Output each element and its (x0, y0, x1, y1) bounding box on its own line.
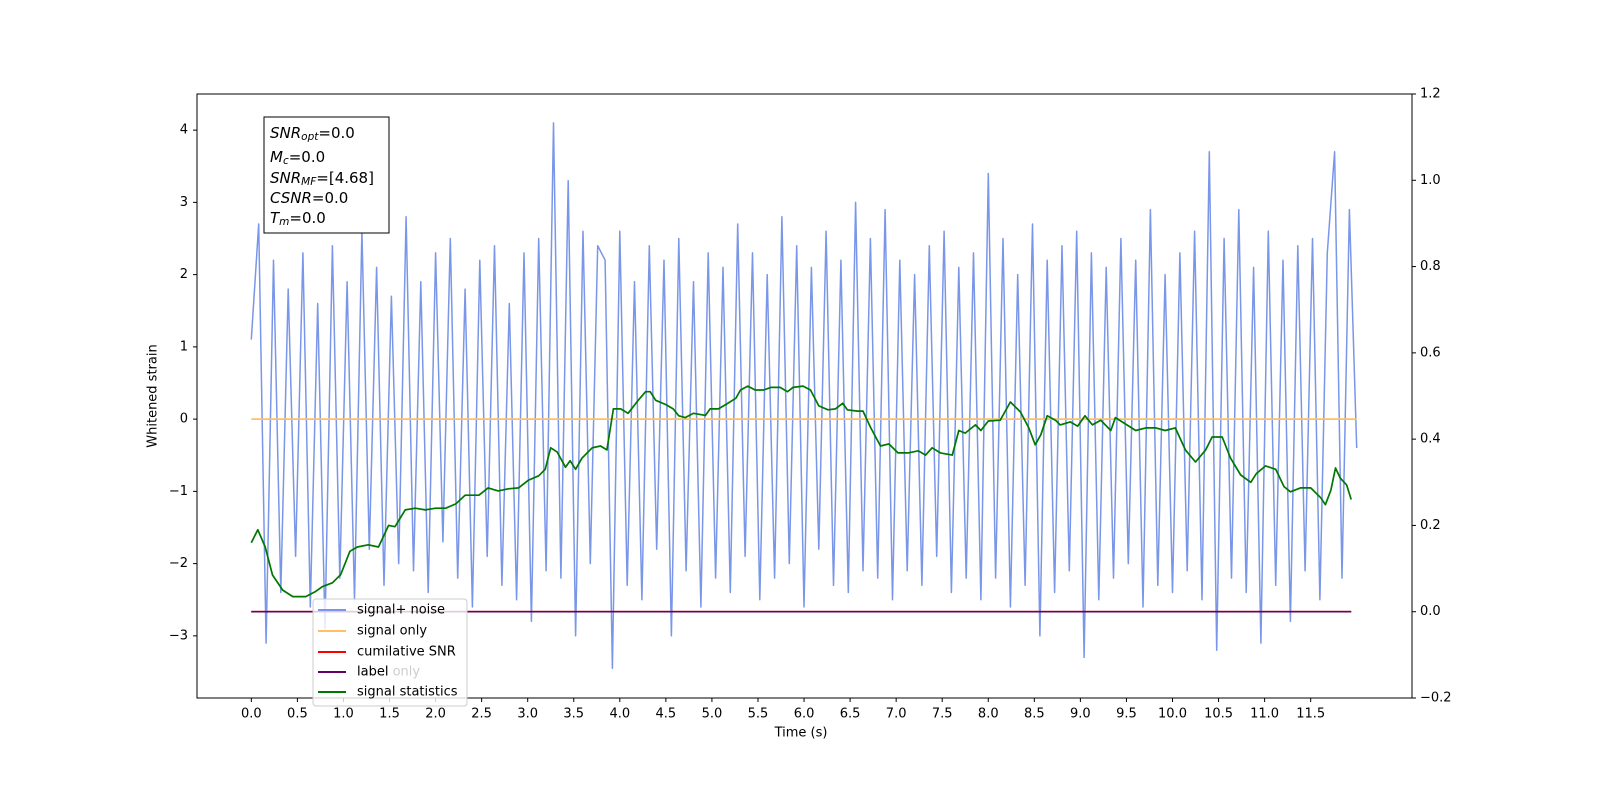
series-line (250, 122, 1358, 670)
x-tick-label: 5.0 (702, 707, 723, 722)
x-tick-label: 1.5 (379, 707, 400, 722)
x-tick-label: 2.0 (425, 707, 446, 722)
y2-tick-label: 0.6 (1420, 345, 1441, 360)
annotation-symbol: SNR (270, 124, 301, 142)
x-tick-label: 7.5 (932, 707, 953, 722)
annotation-value: =0.0 (312, 189, 348, 207)
legend-label: signal only (357, 624, 427, 639)
x-tick-label: 8.0 (978, 707, 999, 722)
legend-label: signal+ noise (357, 603, 445, 618)
x-tick-label: 5.5 (748, 707, 769, 722)
series-line (250, 385, 1353, 598)
y-axis-label: Whitened strain (146, 344, 161, 447)
y-tick-label: 3 (180, 195, 188, 210)
y-tick-label: −2 (169, 556, 188, 571)
legend-label: label (357, 665, 388, 680)
y2-tick-label: 1.2 (1420, 87, 1441, 102)
x-tick-label: 11.0 (1250, 707, 1279, 722)
y-tick-label: 0 (180, 412, 188, 427)
annotation-box (263, 116, 390, 234)
x-tick-label: 4.0 (609, 707, 630, 722)
y-tick-label: 1 (180, 339, 188, 354)
y-tick-label: −1 (169, 484, 188, 499)
x-tick-label: 3.5 (563, 707, 584, 722)
y2-tick-label: −0.2 (1420, 691, 1452, 706)
annotation-line: Mc=0.0 (270, 148, 325, 168)
legend-label: signal statistics (357, 685, 458, 700)
x-tick-label: 10.0 (1158, 707, 1187, 722)
annotation-symbol: SNR (270, 169, 301, 187)
annotation-subscript: m (279, 216, 289, 228)
y-tick-label: −3 (169, 628, 188, 643)
x-tick-label: 3.0 (517, 707, 538, 722)
y-tick-label: 2 (180, 267, 188, 282)
annotation-symbol: M (270, 148, 283, 166)
annotation-value: =0.0 (318, 124, 354, 142)
annotation-subscript: MF (301, 176, 317, 188)
annotation-line: SNRMF=[4.68] (270, 169, 374, 189)
x-tick-label: 10.5 (1204, 707, 1233, 722)
x-tick-label: 6.0 (794, 707, 815, 722)
x-axis-label: Time (s) (774, 726, 828, 741)
x-tick-label: 0.5 (287, 707, 308, 722)
x-tick-label: 0.0 (241, 707, 262, 722)
x-tick-label: 11.5 (1296, 707, 1325, 722)
annotation-value: =0.0 (289, 148, 325, 166)
x-tick-label: 4.5 (656, 707, 677, 722)
x-tick-label: 2.5 (471, 707, 492, 722)
annotation-value: =0.0 (289, 209, 325, 227)
y2-tick-label: 0.0 (1420, 604, 1441, 619)
y2-tick-label: 0.8 (1420, 259, 1441, 274)
annotation-symbol: T (270, 209, 281, 227)
x-tick-label: 7.0 (886, 707, 907, 722)
x-tick-label: 9.0 (1070, 707, 1091, 722)
y2-tick-label: 0.2 (1420, 518, 1441, 533)
legend-box (312, 598, 468, 707)
y2-tick-label: 0.4 (1420, 432, 1441, 447)
y2-tick-label: 1.0 (1420, 173, 1441, 188)
annotation-symbol: CSNR (270, 189, 312, 207)
annotation-line: SNRopt=0.0 (270, 124, 355, 144)
x-tick-label: 9.5 (1116, 707, 1137, 722)
legend-label: cumilative SNR (357, 645, 456, 660)
x-tick-label: 1.0 (333, 707, 354, 722)
y-tick-label: 4 (180, 123, 188, 138)
annotation-subscript: opt (301, 131, 319, 143)
annotation-value: =[4.68] (316, 169, 374, 187)
annotation-line: Tm=0.0 (270, 209, 326, 229)
annotation-subscript: c (283, 155, 289, 167)
x-tick-label: 8.5 (1024, 707, 1045, 722)
x-tick-label: 6.5 (840, 707, 861, 722)
annotation-line: CSNR=0.0 (270, 189, 348, 207)
